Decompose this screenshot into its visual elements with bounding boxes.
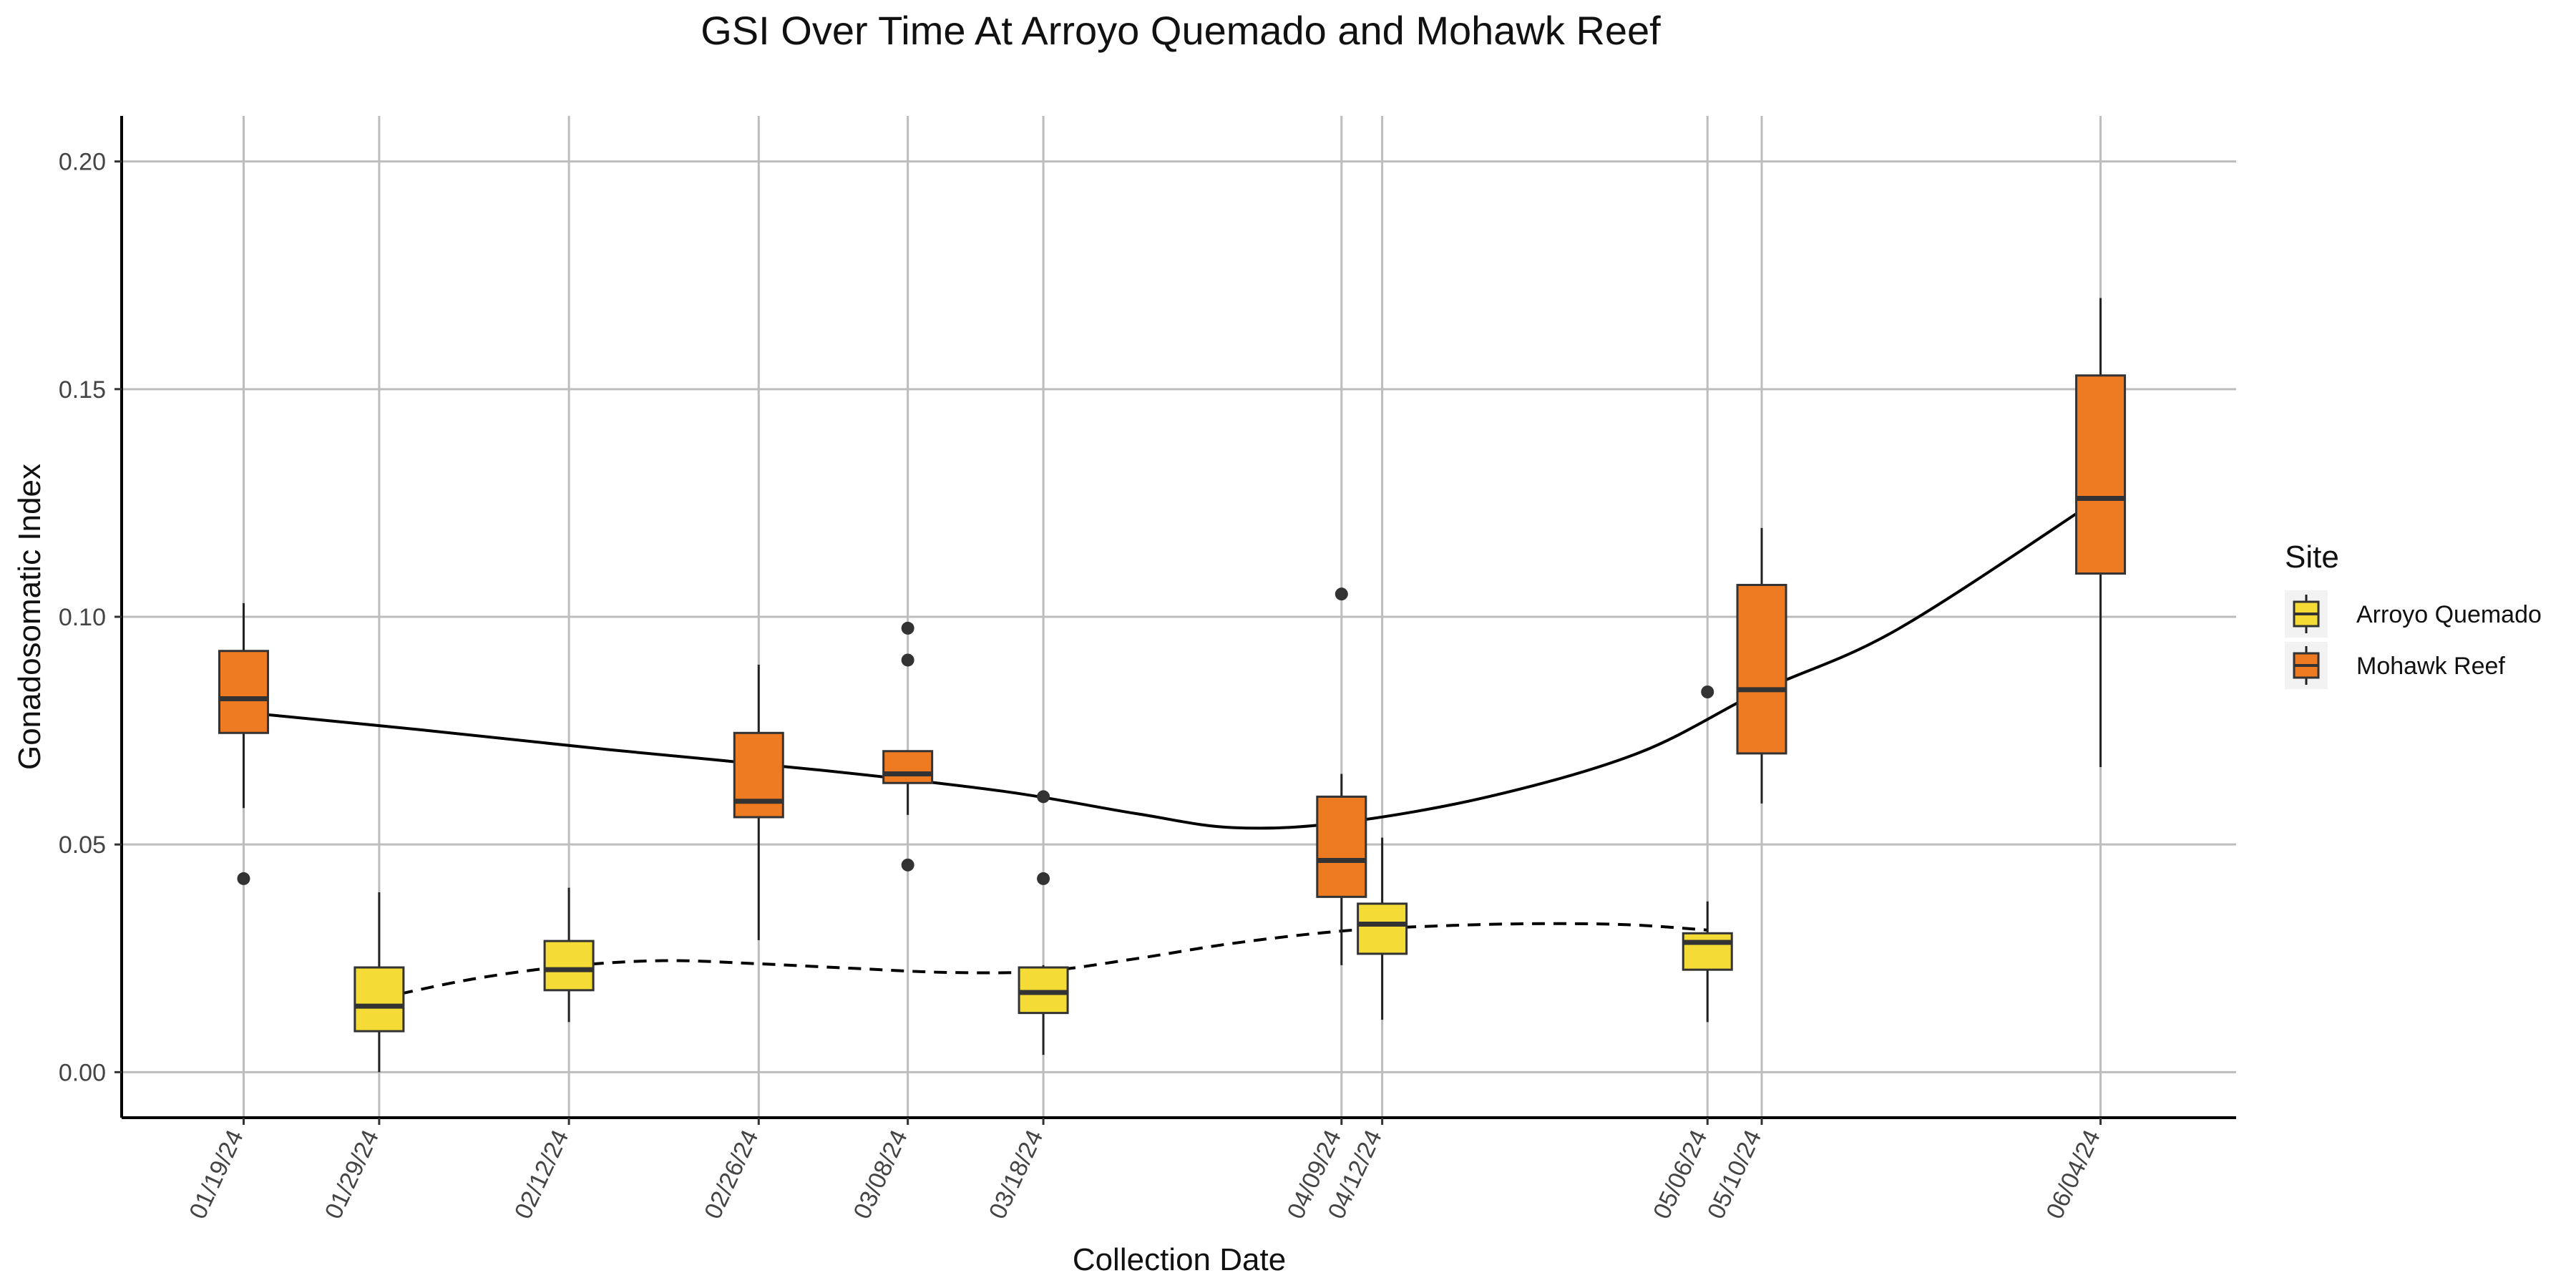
legend-entries: Arroyo Quemado Mohawk Reef xyxy=(2285,590,2542,689)
y-tick-label: 0.10 xyxy=(59,604,106,631)
boxplot xyxy=(1357,837,1408,1020)
legend-entry: Mohawk Reef xyxy=(2285,642,2505,689)
outlier-point xyxy=(901,653,914,667)
chart-title: GSI Over Time At Arroyo Quemado and Moha… xyxy=(701,8,1661,53)
outlier-point xyxy=(1335,587,1348,601)
boxplot xyxy=(2075,298,2127,767)
y-tick-label: 0.05 xyxy=(59,831,106,859)
boxplot xyxy=(1316,587,1367,965)
boxplot xyxy=(353,892,405,1073)
box xyxy=(733,731,784,819)
box xyxy=(1736,583,1787,755)
outlier-point xyxy=(1037,790,1050,804)
y-tick-label: 0.20 xyxy=(59,149,106,176)
outlier-point xyxy=(237,872,250,885)
boxplots xyxy=(218,298,2127,1073)
outlier-point xyxy=(1037,872,1050,885)
legend: Site Arroyo Quemado Mohawk Reef xyxy=(2285,540,2542,689)
boxplot xyxy=(733,664,784,940)
y-tick-label: 0.00 xyxy=(59,1059,106,1086)
boxplot xyxy=(1682,686,1733,1023)
y-tick-label: 0.15 xyxy=(59,376,106,404)
legend-label: Mohawk Reef xyxy=(2356,653,2505,680)
box xyxy=(882,750,934,784)
boxplot xyxy=(1018,790,1069,1055)
legend-entry: Arroyo Quemado xyxy=(2285,590,2542,638)
outlier-point xyxy=(901,858,914,872)
outlier-point xyxy=(1701,686,1714,698)
box xyxy=(353,966,405,1033)
boxplot xyxy=(882,621,934,872)
box xyxy=(543,940,595,992)
box xyxy=(2075,374,2127,575)
y-axis-title: Gonadosomatic Index xyxy=(12,464,47,770)
boxplot xyxy=(218,602,269,885)
outlier-point xyxy=(901,621,914,635)
boxplot xyxy=(1736,527,1787,804)
box xyxy=(1316,795,1367,898)
legend-title: Site xyxy=(2285,540,2339,575)
x-axis-title: Collection Date xyxy=(1073,1242,1286,1277)
boxplot xyxy=(543,887,595,1023)
box xyxy=(1682,932,1733,971)
box xyxy=(1357,902,1408,955)
legend-label: Arroyo Quemado xyxy=(2356,601,2542,628)
box xyxy=(218,650,269,734)
